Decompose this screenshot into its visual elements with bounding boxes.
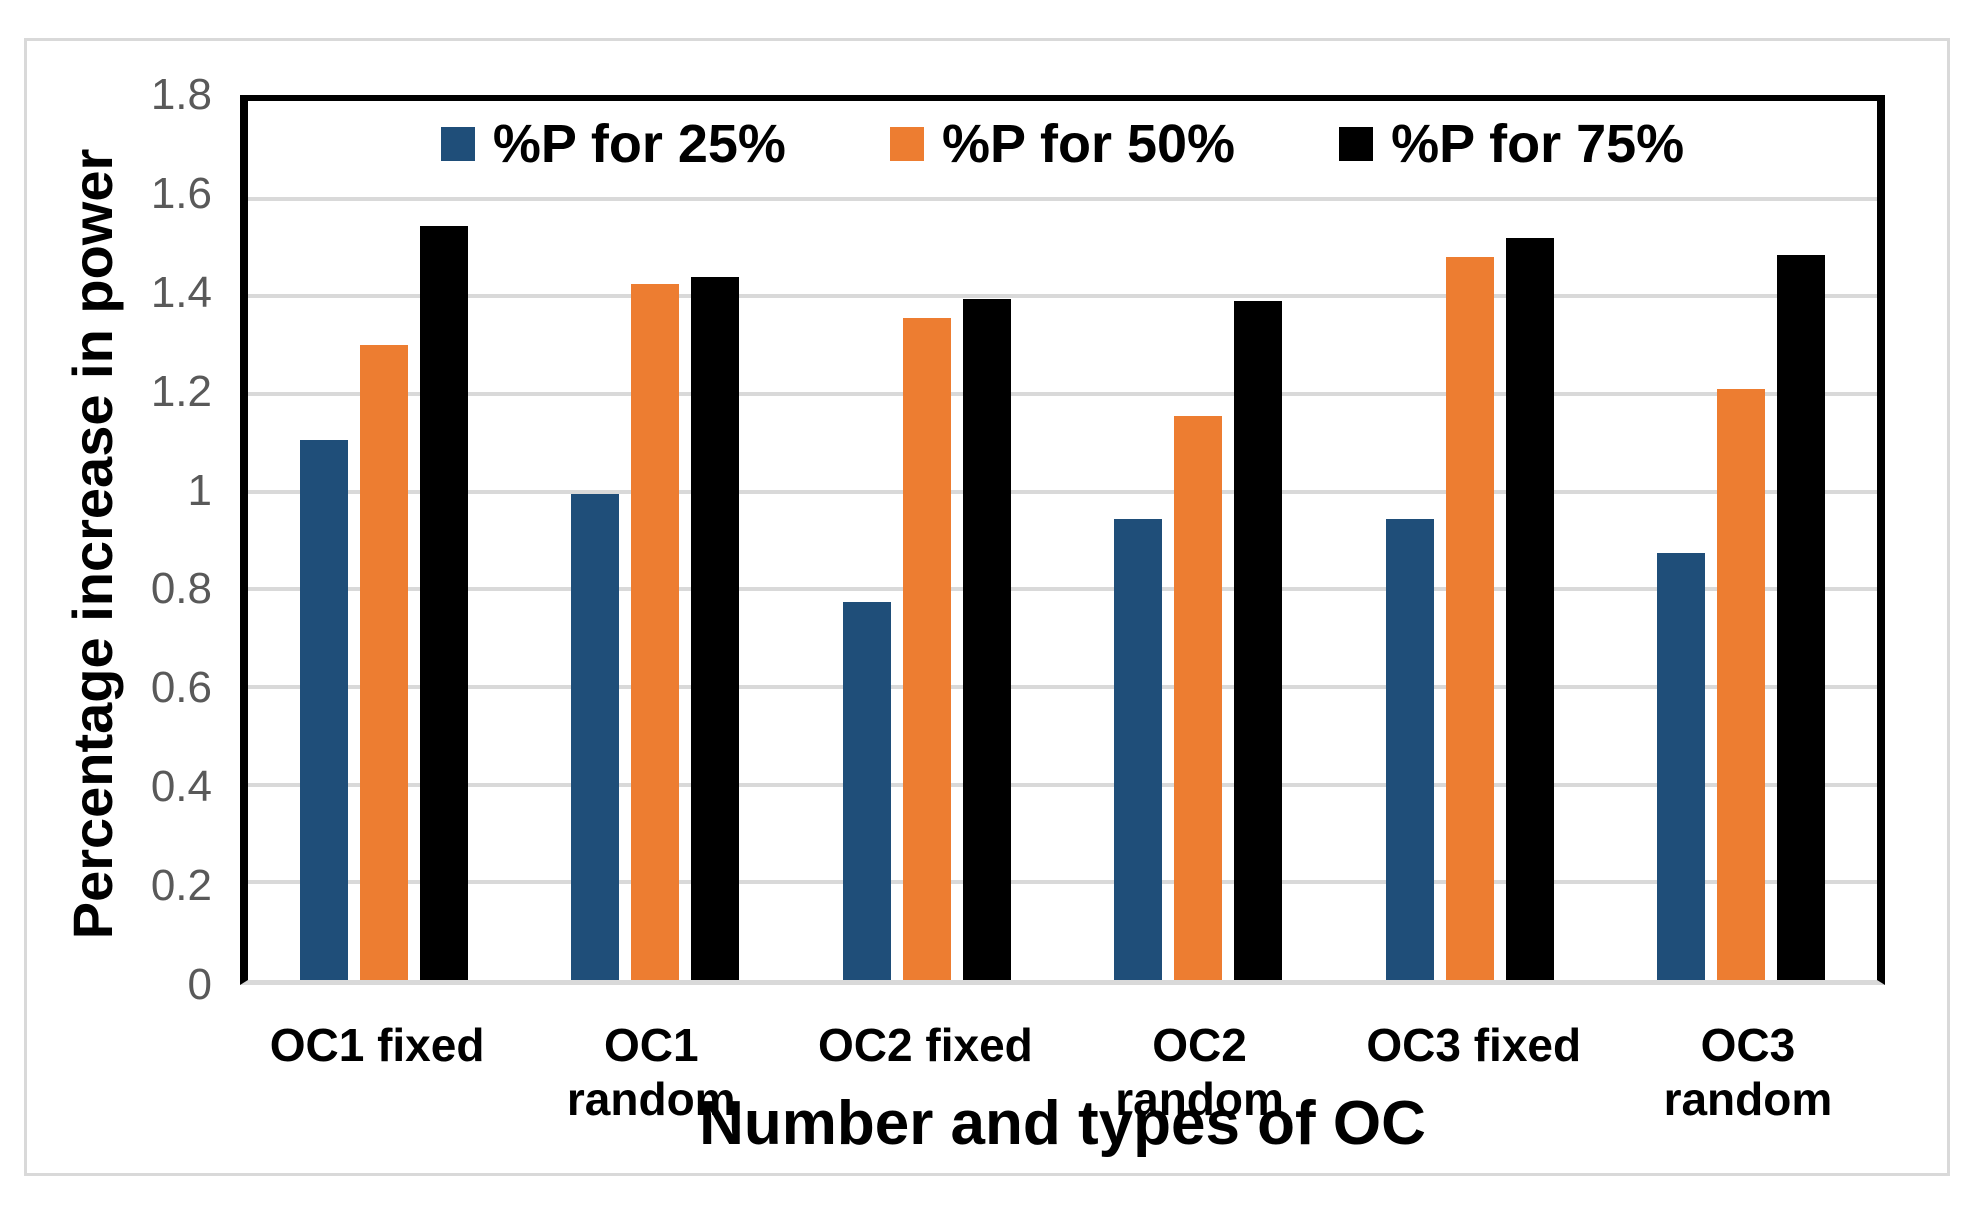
bar-group (1334, 101, 1606, 980)
y-tick-label: 0.6 (150, 663, 212, 713)
bars-layer (248, 101, 1877, 980)
y-tick-label: 1.8 (150, 70, 212, 119)
x-category-label: OC3 random (1663, 1019, 1833, 1125)
bar (691, 276, 740, 980)
legend: %P for 25% %P for 50% %P for 75% (240, 112, 1885, 176)
plot-area (240, 95, 1885, 985)
y-tick-label: 0.4 (150, 762, 212, 812)
legend-swatch-icon (1339, 127, 1374, 161)
y-axis-ticks: 0 0.2 0.4 0.6 0.8 1 1.2 1.4 1.6 1.8 (0, 70, 226, 1009)
bar (1657, 552, 1706, 980)
bar (571, 494, 620, 980)
bar (1114, 518, 1163, 980)
gridline (248, 196, 1877, 201)
bar (419, 225, 468, 980)
bar (631, 284, 680, 980)
legend-label: %P for 25% (492, 114, 786, 174)
y-tick-label: 0 (187, 960, 212, 1009)
bar (1445, 257, 1494, 980)
chart-frame (24, 38, 1950, 1176)
bar (359, 345, 408, 980)
bar (1234, 301, 1283, 980)
legend-swatch-icon (889, 127, 924, 161)
gridline (248, 684, 1877, 689)
x-axis-title: Number and types of OC (699, 1089, 1426, 1158)
y-tick-label: 1.4 (150, 267, 212, 317)
bar (299, 440, 348, 980)
gridline (248, 782, 1877, 787)
x-category-label: OC2 random (1115, 1019, 1284, 1125)
gridline (248, 391, 1877, 396)
legend-label: %P for 75% (1391, 114, 1685, 174)
legend-swatch-icon (440, 127, 475, 161)
bar-group (520, 101, 792, 980)
gridline (248, 880, 1877, 885)
bar (1505, 237, 1554, 980)
x-axis-category-labels: OC1 fixed OC1 random OC2 fixed OC2 random OC… (240, 1018, 1885, 1126)
legend-item: %P for 75% (1339, 114, 1684, 174)
bar (1385, 518, 1434, 980)
bar (1174, 415, 1223, 980)
bar-group (791, 101, 1063, 980)
gridlines-layer (248, 101, 1877, 980)
y-tick-label: 0.2 (150, 861, 212, 911)
bar (1777, 254, 1826, 980)
legend-label: %P for 50% (941, 114, 1236, 174)
x-category-label: OC2 fixed (818, 1019, 1033, 1071)
bar (842, 601, 891, 980)
bar-group (1606, 101, 1878, 980)
gridline (248, 294, 1877, 299)
y-tick-label: 0.8 (150, 564, 212, 614)
y-tick-label: 1.6 (150, 168, 212, 218)
x-category-label: OC3 fixed (1366, 1019, 1582, 1071)
y-tick-label: 1.2 (150, 366, 212, 416)
bar-group (1063, 101, 1335, 980)
bar (1717, 389, 1766, 980)
legend-item: %P for 25% (440, 114, 786, 174)
x-category-label: OC1 random (566, 1019, 736, 1125)
bar (902, 318, 951, 980)
gridline (248, 587, 1877, 592)
x-category-label: OC1 fixed (269, 1019, 485, 1071)
y-tick-label: 1 (187, 465, 212, 515)
legend-item: %P for 50% (889, 114, 1236, 174)
bar-group (248, 101, 520, 980)
bar (962, 298, 1011, 980)
gridline (248, 489, 1877, 494)
